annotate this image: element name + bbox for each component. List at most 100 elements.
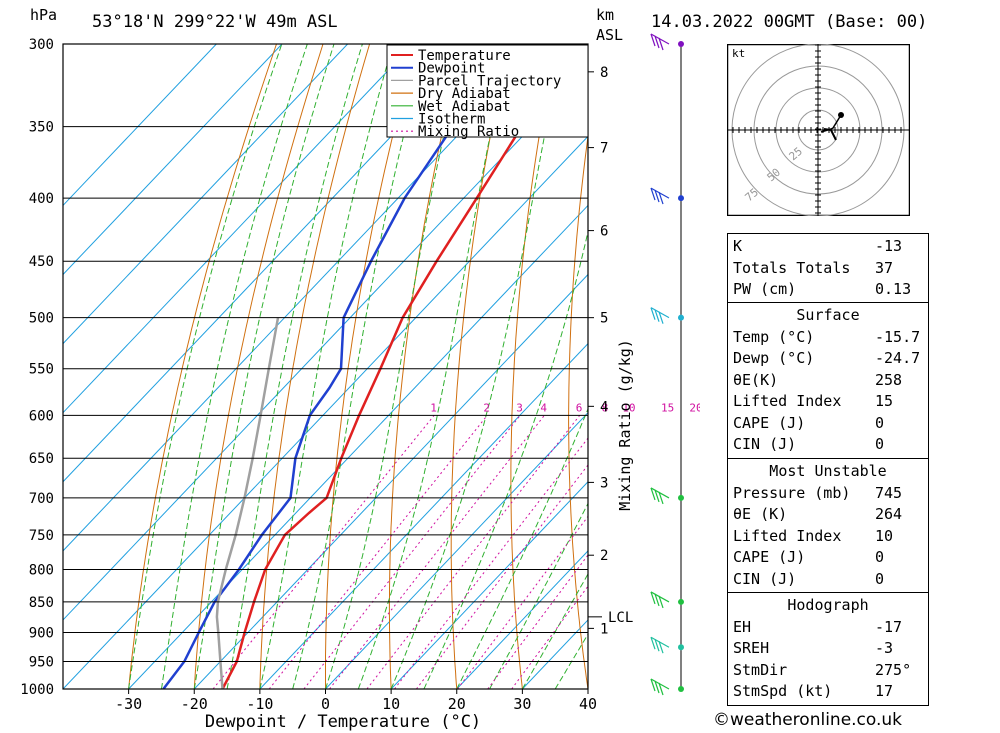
isotherm-line (63, 44, 480, 483)
eh-label: EH (733, 617, 752, 636)
mu-cape-label: CAPE (J) (733, 548, 806, 566)
x-tick-label: -30 (115, 695, 142, 713)
surface-theta-value: 258 (875, 370, 903, 389)
surface-cin-value: 0 (875, 435, 885, 453)
mixing-ratio-label: 15 (661, 401, 674, 414)
wind-barb (650, 187, 670, 205)
wind-barb-dot (678, 41, 684, 47)
pressure-tick-label: 450 (29, 254, 54, 270)
pressure-tick-label: 650 (29, 451, 54, 467)
km-tick-label: 7 (600, 141, 608, 157)
wind-barb-feather (650, 33, 656, 47)
mixing-ratio-label: 2 (483, 401, 490, 414)
mixing-ratio-label: 3 (516, 401, 523, 414)
pressure-tick-label: 500 (29, 311, 54, 327)
isotherm-line (63, 135, 588, 689)
mixing-ratio-line (394, 437, 588, 689)
pressure-tick-label: 300 (29, 37, 54, 53)
isotherm-line (259, 342, 588, 689)
wet-adiabat-line (128, 44, 283, 689)
x-tick-label: 10 (382, 695, 400, 713)
tt-label: Totals Totals (733, 258, 851, 277)
mixing-ratio-axis-title: Mixing Ratio (g/kg) (616, 339, 634, 511)
mu-theta-value: 264 (875, 505, 903, 523)
wind-barb-feather (650, 487, 656, 501)
mu-li-value: 10 (875, 526, 894, 545)
wind-barb-feather (654, 593, 660, 607)
legend-mixing-ratio: Mixing Ratio (418, 124, 519, 140)
km-tick-label: 2 (600, 548, 608, 564)
km-tick-label: 8 (600, 65, 608, 81)
legend-dry-adiabat: Dry Adiabat (418, 86, 511, 102)
isotherm-line (63, 66, 588, 621)
sreh-value: -3 (875, 639, 894, 657)
stmdir-value: 275° (875, 660, 912, 679)
k-label: K (733, 237, 743, 255)
location-label: 53°18'N 299°22'W 49m ASL (92, 12, 338, 32)
km-tick-label: 5 (600, 311, 608, 327)
mu-theta-label: θE (K) (733, 505, 788, 523)
wind-barb-feather (658, 682, 664, 696)
isotherm-line (63, 44, 217, 207)
indices-box: K -13 Totals Totals 37 PW (cm) 0.13 (727, 233, 929, 304)
mixing-ratio-line (303, 414, 521, 689)
isotherm-line (325, 411, 588, 689)
wind-barb-feather (654, 489, 660, 503)
isotherm-line (63, 44, 545, 552)
wet-adiabat-line (423, 229, 588, 689)
wind-barb-feather (650, 678, 656, 692)
x-tick-label: -20 (181, 695, 208, 713)
wind-barb-dot (678, 494, 684, 501)
skewt-chart: 1234681015202530035040045050055060065070… (20, 33, 700, 732)
km-tick-label: 3 (600, 475, 608, 491)
surface-box: Surface Temp (°C) -15.7 Dewp (°C) -24.7 θE… (727, 302, 929, 460)
surface-cape-label: CAPE (J) (733, 413, 806, 432)
parcel-trajectory-curve (215, 317, 280, 689)
wind-barb-feather (654, 639, 660, 652)
wind-barb-feather (654, 35, 660, 49)
height-unit-sub-label: ASL (596, 26, 624, 44)
wind-barb-feather (658, 191, 664, 205)
x-tick-label: 30 (513, 695, 531, 713)
isotherm-line (193, 273, 588, 689)
pw-value: 0.13 (875, 280, 912, 298)
lcl-label: LCL (608, 610, 633, 626)
wind-barb-feather (658, 311, 664, 324)
surface-temp-value: -15.7 (875, 327, 921, 346)
mixing-ratio-label: 4 (540, 401, 547, 414)
wind-barb-shaft (650, 591, 670, 603)
mixing-ratio-line (366, 414, 581, 689)
copyright-link[interactable]: ©weatheronline.co.uk (713, 710, 903, 730)
wind-barb-shaft (650, 678, 670, 690)
mu-cin-value: 0 (875, 569, 885, 588)
wind-barb-shaft (650, 307, 670, 319)
wind-barb-feather (658, 491, 664, 505)
wet-adiabat-line (193, 44, 335, 689)
k-value: -13 (875, 237, 903, 255)
legend-temperature: Temperature (418, 48, 511, 64)
hodograph: kt 25 50 75 (727, 44, 910, 216)
pressure-tick-label: 350 (29, 120, 54, 136)
temperature-curve (221, 44, 579, 689)
isotherm-line (63, 44, 414, 414)
dry-adiabat-line (679, 44, 700, 689)
legend-parcel-trajectory: Parcel Trajectory (418, 73, 561, 89)
hodo-title: Hodograph (787, 596, 869, 614)
mu-pressure-label: Pressure (mb) (733, 483, 851, 502)
wind-barb (650, 636, 670, 654)
x-axis-title: Dewpoint / Temperature (°C) (205, 712, 481, 732)
sreh-label: SREH (733, 639, 770, 657)
most-unstable-box: Most Unstable Pressure (mb) 745 θE (K) 264… (727, 458, 929, 593)
wet-adiabat-line (160, 44, 308, 689)
wind-barb-feather (650, 187, 656, 201)
wind-barb-feather (650, 307, 656, 320)
pressure-tick-label: 600 (29, 408, 54, 424)
mixing-ratio-label: 8 (602, 401, 609, 414)
wind-barb-feather (658, 595, 664, 609)
legend-dewpoint: Dewpoint (418, 61, 485, 77)
wet-adiabat-line (489, 502, 588, 689)
surface-dewp-label: Dewp (°C) (733, 349, 815, 367)
wind-barb-shaft (650, 187, 670, 199)
mixing-ratio-label: 6 (576, 401, 583, 414)
wind-barb-dot (678, 314, 684, 321)
